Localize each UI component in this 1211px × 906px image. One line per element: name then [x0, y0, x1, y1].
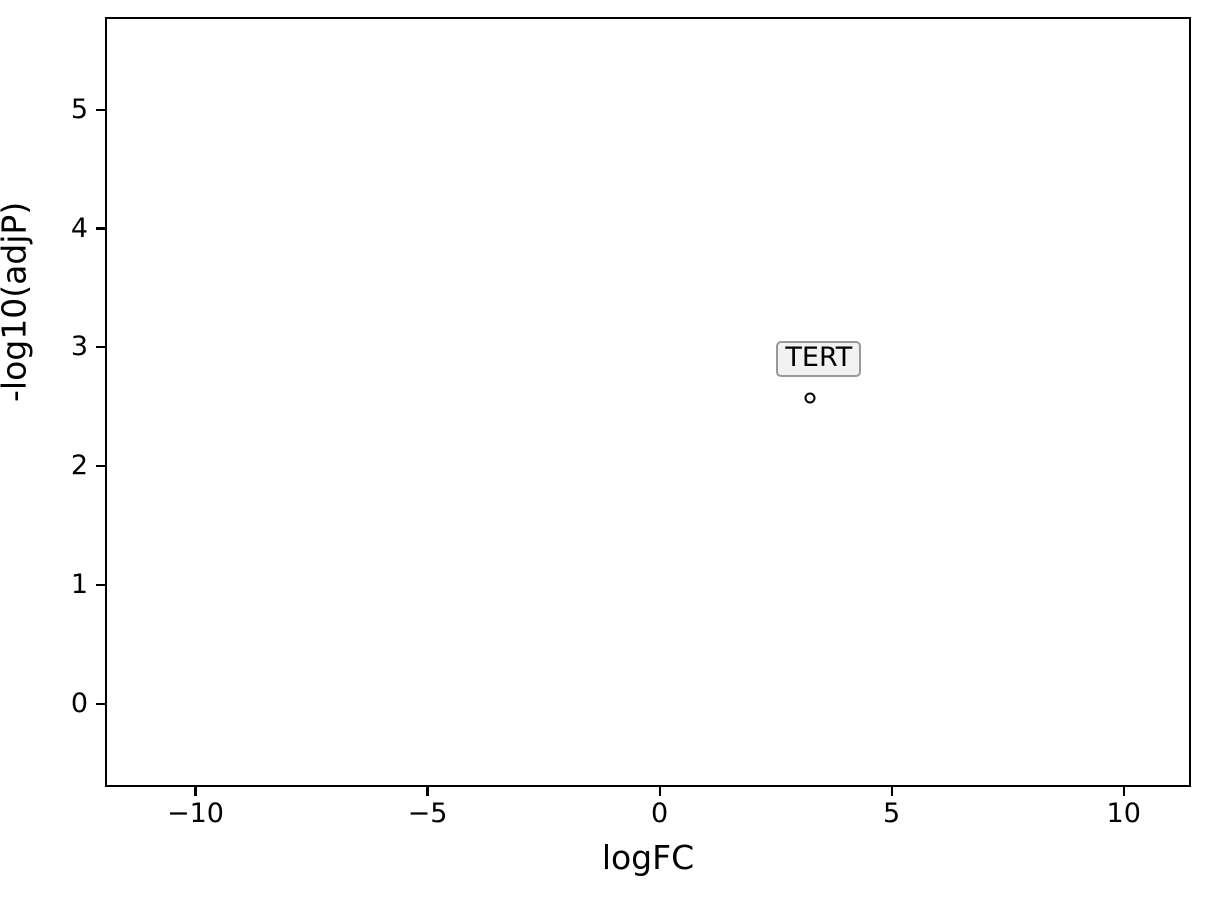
x-tick-mark: [1122, 787, 1125, 796]
y-tick-mark: [96, 346, 105, 349]
y-axis-label: -log10(adjP): [0, 201, 34, 402]
x-tick-label: 10: [1106, 798, 1141, 829]
x-tick-mark: [658, 787, 661, 796]
x-tick-label: −10: [167, 798, 224, 829]
y-tick-mark: [96, 108, 105, 111]
x-tick-mark: [890, 787, 893, 796]
y-tick-label: 2: [70, 450, 88, 482]
y-tick-label: 1: [70, 569, 88, 601]
y-tick-label: 3: [70, 331, 88, 363]
y-tick-label: 5: [70, 93, 88, 125]
y-tick-label: 0: [70, 687, 88, 719]
x-tick-mark: [194, 787, 197, 796]
x-tick-label: −5: [407, 798, 448, 829]
gene-annotation-label: TERT: [776, 340, 862, 377]
gene-annotation-marker: [804, 392, 816, 404]
y-tick-mark: [96, 583, 105, 587]
y-tick-mark: [96, 702, 105, 705]
y-tick-mark: [96, 227, 105, 230]
axes-frame: [105, 17, 1191, 787]
y-tick-mark: [96, 465, 105, 468]
x-tick-label: 5: [883, 798, 901, 829]
x-tick-label: 0: [651, 798, 669, 829]
y-tick-label: 4: [70, 212, 88, 244]
x-axis-label: logFC: [601, 838, 695, 877]
x-tick-mark: [426, 787, 429, 796]
